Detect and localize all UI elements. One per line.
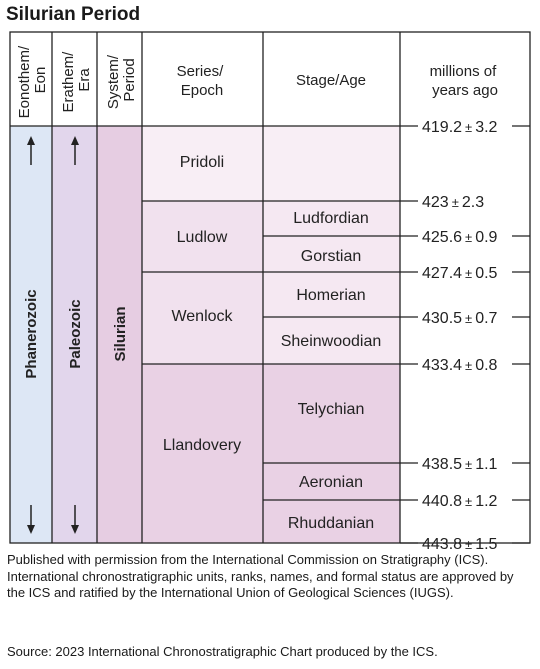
period-column bbox=[97, 126, 142, 543]
chart-title: Silurian Period bbox=[6, 4, 141, 25]
wenlock-cell bbox=[142, 272, 263, 364]
epoch-label: Llandovery bbox=[163, 437, 241, 454]
header-series: Series/ Epoch bbox=[177, 63, 228, 99]
boundary-age: 433.4 ±0.8 bbox=[422, 357, 498, 374]
epoch-label: Pridoli bbox=[180, 154, 224, 171]
period-label: Silurian bbox=[112, 306, 129, 361]
boundary-age: 430.5 ±0.7 bbox=[422, 310, 498, 327]
eon-label: Phanerozoic bbox=[23, 289, 40, 378]
era-up-arrow-icon bbox=[71, 136, 79, 165]
stage-upper-block bbox=[263, 201, 400, 364]
era-label: Paleozoic bbox=[67, 299, 84, 368]
header-eonothem: Eonothem/ Eon bbox=[16, 42, 49, 119]
stage-label: Gorstian bbox=[301, 248, 361, 265]
permission-note: Published with permission from the Inter… bbox=[7, 552, 514, 600]
ludlow-cell bbox=[142, 201, 263, 272]
era-down-arrow-icon bbox=[71, 505, 79, 534]
eon-column bbox=[10, 126, 52, 543]
era-column bbox=[52, 126, 97, 543]
stage-label: Telychian bbox=[298, 401, 365, 418]
boundary-age: 443.8 ±1.5 bbox=[422, 536, 498, 553]
source-note: Source: 2023 International Chronostratig… bbox=[7, 644, 438, 659]
header-stage: Stage/Age bbox=[296, 72, 366, 89]
stage-label: Homerian bbox=[296, 287, 365, 304]
boundary-age: 438.5 ±1.1 bbox=[422, 456, 498, 473]
pridoli-cell bbox=[142, 126, 400, 201]
stage-label: Sheinwoodian bbox=[281, 333, 382, 350]
llandovery-cell bbox=[142, 364, 263, 543]
stage-lower-block bbox=[263, 364, 400, 543]
epoch-label: Wenlock bbox=[171, 308, 233, 325]
header-mya: millions of years ago bbox=[430, 63, 501, 99]
boundary-age: 419.2 ±3.2 bbox=[422, 119, 498, 136]
eon-down-arrow-icon bbox=[27, 505, 35, 534]
header-system: System/ Period bbox=[105, 51, 138, 109]
header-erathem: Erathem/ Era bbox=[60, 47, 93, 112]
boundary-age: 440.8 ±1.2 bbox=[422, 493, 498, 510]
boundary-age: 423 ±2.3 bbox=[422, 194, 484, 211]
eon-up-arrow-icon bbox=[27, 136, 35, 165]
stage-label: Rhuddanian bbox=[288, 515, 374, 532]
stage-label: Ludfordian bbox=[293, 210, 369, 227]
stage-label: Aeronian bbox=[299, 474, 363, 491]
boundary-age: 427.4 ±0.5 bbox=[422, 265, 498, 282]
epoch-label: Ludlow bbox=[177, 229, 228, 246]
boundary-age: 425.6 ±0.9 bbox=[422, 229, 498, 246]
